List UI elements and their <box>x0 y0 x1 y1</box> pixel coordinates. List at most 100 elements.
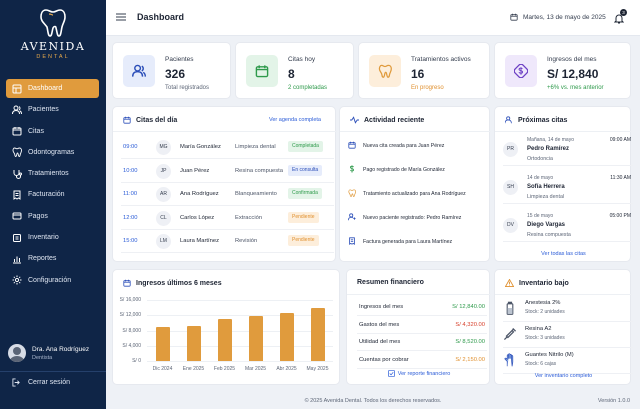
check-box-icon <box>387 370 395 377</box>
stat-card: Tratamientos activos 16 En progreso <box>358 42 490 99</box>
warning-icon <box>505 279 514 287</box>
grid-line <box>147 345 333 347</box>
ver-todas-citas-link[interactable]: Ver todas las citas <box>541 251 586 257</box>
ingresos-chart-card: Ingresos últimos 6 meses S/ 16,000 S/ 12,… <box>112 269 340 385</box>
appointment-time: 11:30 AM <box>610 175 631 181</box>
chart-bar[interactable] <box>279 312 294 361</box>
inventario-bajo-card: Inventario bajo Anestesia 2% Stock: 2 uni… <box>494 269 633 385</box>
y-tick-label: S/ 8,000 <box>122 327 141 334</box>
card-title: Inventario bajo <box>505 279 569 287</box>
stat-sub: En progreso <box>411 85 444 91</box>
stat-icon-box <box>123 55 155 87</box>
footer: © 2025 Avenida Dental. Todos los derecho… <box>106 393 640 409</box>
sidebar-item-pacientes[interactable]: Pacientes <box>6 100 99 119</box>
sidebar-item-facturacion[interactable]: Facturación <box>6 185 99 204</box>
x-tick-label: Feb 2025 <box>213 366 236 372</box>
patient-name: Ana Rodríguez <box>180 191 219 197</box>
stat-sub: Total registrados <box>165 85 210 91</box>
sidebar-item-configuracion[interactable]: Configuración <box>6 271 99 290</box>
actividad-card: Actividad reciente Nueva cita creada par… <box>339 106 530 262</box>
chart-bar[interactable] <box>186 325 201 361</box>
sidebar-item-inventario[interactable]: Inventario <box>6 228 99 247</box>
card-title: Resumen financiero <box>357 279 424 286</box>
chart-bar[interactable] <box>248 315 263 361</box>
chart-bar[interactable] <box>310 307 325 361</box>
chart-bar[interactable] <box>155 327 170 361</box>
user-add-icon <box>348 213 356 221</box>
sidebar-item-dashboard[interactable]: Dashboard <box>6 79 99 98</box>
vial-icon <box>506 301 514 315</box>
menu-icon[interactable] <box>116 13 126 21</box>
list-item[interactable]: Anestesia 2% Stock: 2 unidades <box>503 296 633 322</box>
divider <box>113 131 337 132</box>
patient-initials: PR <box>503 142 518 157</box>
table-row[interactable]: 11:00 AR Ana Rodríguez Blanqueamiento Confir… <box>121 183 334 206</box>
stat-icon-box <box>505 55 537 87</box>
tooth-icon <box>348 189 356 197</box>
logout-label: Cerrar sesión <box>28 379 71 386</box>
nav-icon <box>12 254 22 264</box>
chart-icon <box>13 256 21 264</box>
list-item[interactable]: DV 15 de mayo Diego Vargas Resina compuesta… <box>503 211 633 242</box>
user-profile[interactable]: Dra. Ana Rodríguez Dentista <box>8 344 89 362</box>
sidebar-nav: Dashboard Pacientes Citas Odontogramas Trata… <box>6 79 99 292</box>
patient-name: Sofía Herrera <box>527 184 565 190</box>
nav-icon <box>12 233 22 243</box>
notification-badge: 3 <box>620 9 627 16</box>
ver-reporte-link[interactable]: Ver reporte financiero <box>347 370 491 377</box>
invoice-icon <box>349 237 355 245</box>
current-date: Martes, 13 de mayo de 2025 <box>510 13 606 21</box>
x-tick-label: Dic 2024 <box>152 366 173 372</box>
logout-button[interactable]: Cerrar sesión <box>12 378 70 387</box>
product-name: Resina A2 <box>525 326 552 332</box>
sidebar-item-pagos[interactable]: Pagos <box>6 207 99 226</box>
finance-row: Ingresos del mes S/ 12,840.00 <box>357 299 487 316</box>
appointment-time: 05:00 PM <box>609 213 631 219</box>
table-row[interactable]: 12:00 CL Carlos López Extracción Pendiente <box>121 207 334 230</box>
list-item[interactable]: Guantes Nitrilo (M) Stock: 6 cajas <box>503 348 633 374</box>
activity-icon <box>348 165 356 173</box>
sidebar-item-reportes[interactable]: Reportes <box>6 249 99 268</box>
divider <box>0 371 106 372</box>
chart-bar[interactable] <box>217 319 232 361</box>
ver-inventario-link[interactable]: Ver inventario completo <box>534 373 593 379</box>
table-row[interactable]: 15:00 LM Laura Martínez Revisión Pendiente <box>121 230 334 253</box>
brand-sub: DENTAL <box>36 54 70 60</box>
nav-icon <box>12 211 22 221</box>
patient-name: Carlos López <box>180 214 215 221</box>
bell-icon <box>613 14 625 24</box>
nav-icon <box>12 126 22 136</box>
ver-agenda-link[interactable]: Ver agenda completa <box>269 117 321 123</box>
citas-title: Citas del día <box>136 116 178 124</box>
notifications-button[interactable]: 3 <box>613 9 627 29</box>
sidebar-item-label: Inventario <box>28 234 59 242</box>
x-tick-label: May 2025 <box>306 366 329 372</box>
finance-label: Gastos del mes <box>359 321 400 328</box>
cita-time: 11:00 <box>123 191 138 197</box>
sidebar-item-tratamientos[interactable]: Tratamientos <box>6 164 99 183</box>
card-title: Ingresos últimos 6 meses <box>123 279 222 287</box>
proximas-title: Próximas citas <box>518 116 568 124</box>
divider <box>495 294 632 295</box>
activity-icon <box>348 189 356 197</box>
treatment: Blanqueamiento <box>235 191 277 197</box>
product-icon <box>503 353 517 367</box>
table-row[interactable]: 10:00 JP Juan Pérez Resina compuesta En cons… <box>121 160 334 183</box>
sidebar-item-odontogramas[interactable]: Odontogramas <box>6 143 99 162</box>
stat-value: 326 <box>165 67 186 81</box>
table-row[interactable]: 09:00 MG María González Limpieza dental Comp… <box>121 136 334 159</box>
sidebar-item-citas[interactable]: Citas <box>6 122 99 141</box>
patient-initials: JP <box>156 163 171 179</box>
nav-icon <box>12 84 22 94</box>
calendar-icon <box>510 13 518 21</box>
list-item[interactable]: PR Mañana, 14 de mayo Pedro Ramírez Ortodon… <box>503 135 633 166</box>
finance-row: Cuentas por cobrar S/ 2,150.00 <box>357 352 487 369</box>
users-icon <box>12 105 22 114</box>
dashboard-icon <box>12 84 22 93</box>
finance-label: Ingresos del mes <box>359 304 404 310</box>
list-item[interactable]: Resina A2 Stock: 3 unidades <box>503 322 633 348</box>
list-item[interactable]: SH 14 de mayo Sofía Herrera Limpieza dental… <box>503 173 633 204</box>
patient-initials: SH <box>503 180 518 195</box>
box-icon <box>13 233 21 242</box>
patient-name: Pedro Ramírez <box>527 146 570 152</box>
